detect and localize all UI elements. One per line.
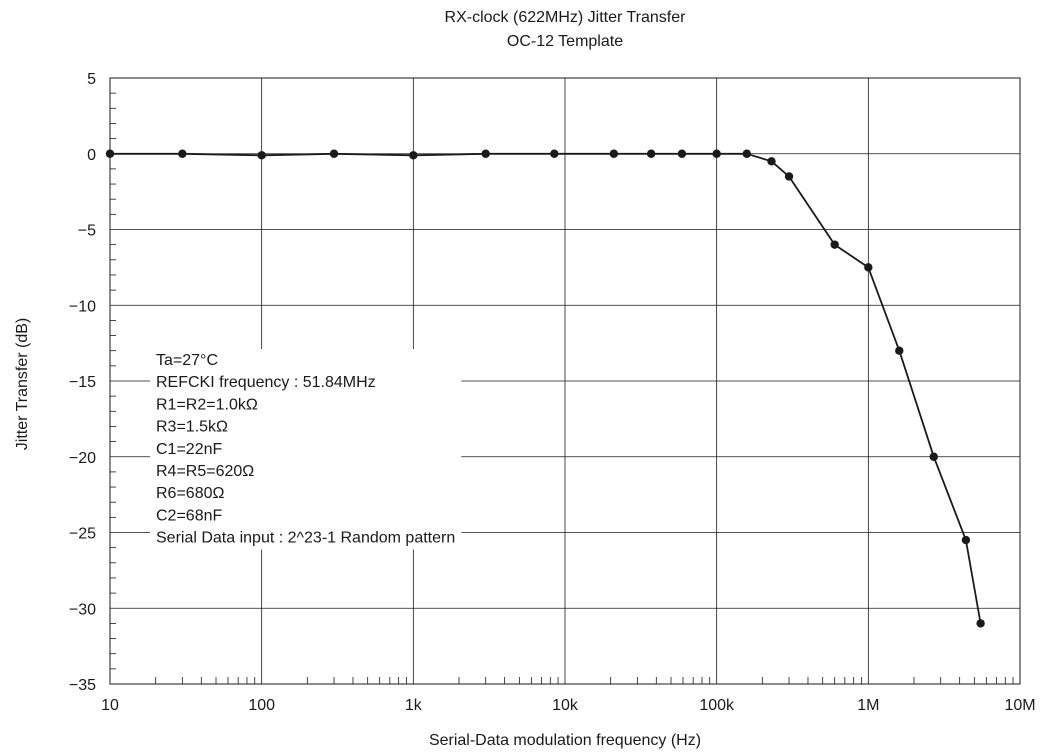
y-tick-label: −5 (78, 223, 96, 240)
y-tick-label: −10 (69, 298, 96, 315)
y-tick-label: −25 (69, 526, 96, 543)
x-tick-label: 100k (699, 697, 735, 714)
tick-labels: 10 100 1k 10k 100k 1M 10M 5 0 −5 −10 −15 −20 −25 −30 −3… (69, 71, 1036, 714)
x-tick-label: 100 (248, 697, 275, 714)
x-tick-label: 10 (101, 697, 119, 714)
annotation-line: R4=R5=620Ω (156, 463, 254, 480)
data-point (830, 240, 839, 249)
data-point (609, 149, 619, 158)
x-tick-label: 10k (552, 697, 579, 714)
data-point (929, 452, 938, 461)
data-point (712, 149, 721, 158)
data-point (677, 149, 687, 158)
annotation-line: R6=680Ω (156, 485, 224, 502)
data-point (646, 149, 656, 158)
annotation-line: REFCKI frequency : 51.84MHz (156, 374, 376, 391)
series-layer (105, 149, 985, 628)
x-axis-label: Serial-Data modulation frequency (Hz) (429, 732, 701, 749)
data-point (481, 149, 490, 158)
data-point (409, 151, 418, 160)
x-tick-label: 1M (857, 697, 879, 714)
data-point (976, 619, 985, 628)
data-point (742, 149, 751, 158)
y-tick-label: −30 (69, 601, 96, 618)
annotation-background (150, 349, 462, 550)
data-point (961, 535, 971, 545)
y-axis-label: Jitter Transfer (dB) (14, 318, 31, 450)
minor-ticks (110, 92, 1014, 684)
annotation-line: R3=1.5kΩ (156, 419, 228, 436)
y-tick-label: −15 (69, 374, 96, 391)
annotation-line: C1=22nF (156, 441, 222, 458)
x-tick-label: 10M (1004, 697, 1035, 714)
annotation-line: C2=68nF (156, 507, 222, 524)
conditions-annotation-block: Ta=27°C REFCKI frequency : 51.84MHz R1=R2=… (150, 349, 462, 550)
x-tick-label: 1k (405, 697, 423, 714)
plot-frame (109, 77, 1021, 685)
data-point (105, 149, 115, 158)
series-line (110, 152, 982, 624)
y-tick-label: 0 (87, 147, 96, 164)
data-point (550, 149, 559, 158)
data-point (329, 149, 339, 158)
data-point (895, 346, 904, 355)
data-point (864, 263, 873, 272)
annotation-line: Serial Data input : 2^23-1 Random patter… (156, 530, 455, 547)
data-point (767, 157, 776, 166)
data-point (784, 172, 794, 181)
y-tick-label: −35 (69, 677, 96, 694)
y-tick-label: 5 (87, 71, 96, 88)
data-point (257, 151, 266, 160)
annotation-line: R1=R2=1.0kΩ (156, 396, 258, 413)
chart-title: RX-clock (622MHz) Jitter Transfer (445, 9, 687, 26)
annotation-line: Ta=27°C (156, 352, 218, 369)
chart-subtitle: OC-12 Template (507, 33, 623, 50)
data-point (178, 149, 187, 158)
y-tick-label: −20 (69, 450, 96, 467)
